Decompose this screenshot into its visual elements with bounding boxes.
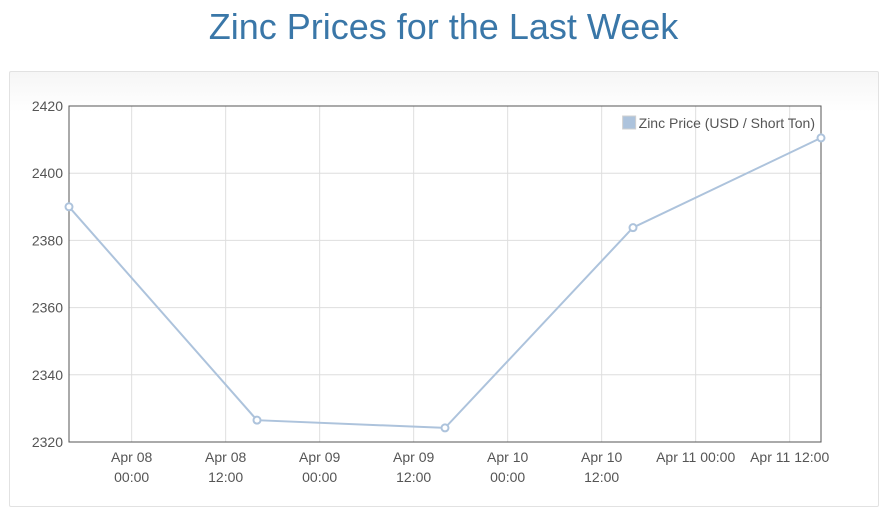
x-tick-label: Apr 11 00:00 <box>656 449 735 465</box>
page-title: Zinc Prices for the Last Week <box>208 6 679 47</box>
y-tick-label: 2380 <box>32 232 63 248</box>
plot-area-border <box>68 105 822 443</box>
data-point[interactable] <box>816 133 826 143</box>
y-tick-label: 2320 <box>32 434 63 450</box>
x-tick-label: Apr 09 12:00 <box>393 449 434 485</box>
series-layer <box>64 133 826 433</box>
grid-lines <box>69 105 821 443</box>
y-tick-label: 2340 <box>32 367 63 383</box>
x-tick-label: Apr 08 12:00 <box>205 449 246 485</box>
x-tick-label: Apr 10 00:00 <box>487 449 528 485</box>
chart-card: 2320 2340 2360 2380 2400 2420 Apr 08 00:00 Apr … <box>9 71 879 507</box>
y-tick-label: 2400 <box>32 165 63 181</box>
series-line <box>68 136 822 429</box>
legend-label: Zinc Price (USD / Short Ton) <box>639 115 815 131</box>
x-axis: Apr 08 00:00 Apr 08 12:00 Apr 09 00:00 Apr 09 1… <box>111 449 829 485</box>
y-tick-label: 2360 <box>32 300 63 316</box>
x-tick-label: Apr 09 00:00 <box>299 449 340 485</box>
x-tick-label: Apr 08 00:00 <box>111 449 152 485</box>
data-point[interactable] <box>252 415 262 425</box>
x-tick-label: Apr 11 12:00 <box>750 449 829 465</box>
data-point[interactable] <box>628 223 638 233</box>
y-tick-label: 2420 <box>32 98 63 114</box>
x-tick-label: Apr 10 12:00 <box>581 449 622 485</box>
data-point[interactable] <box>64 202 74 212</box>
legend[interactable]: Zinc Price (USD / Short Ton) <box>622 115 815 131</box>
data-point[interactable] <box>440 423 450 433</box>
legend-swatch <box>622 115 637 130</box>
y-axis: 2320 2340 2360 2380 2400 2420 <box>32 98 63 450</box>
